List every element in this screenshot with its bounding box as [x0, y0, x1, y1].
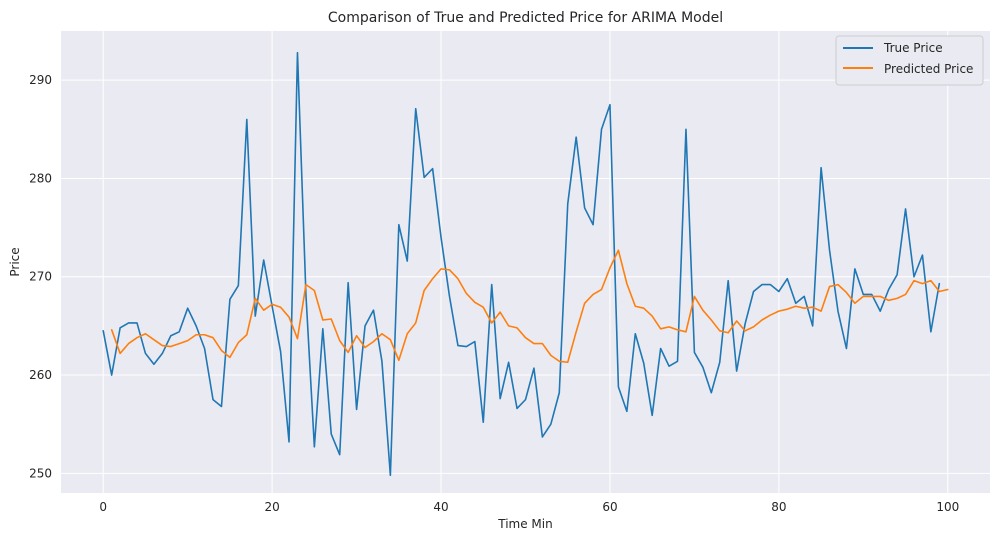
x-axis-ticks: 0 20 40 60 80 100 — [99, 500, 959, 514]
x-tick-label: 20 — [264, 500, 279, 514]
legend-label-true-price: True Price — [883, 41, 943, 55]
series-line-predicted-price — [110, 249, 949, 364]
legend: True Price Predicted Price — [835, 35, 984, 86]
y-axis-label: Price — [8, 247, 22, 276]
chart-title: Comparison of True and Predicted Price f… — [328, 10, 723, 26]
x-tick-label: 60 — [602, 500, 617, 514]
y-tick-label: 280 — [29, 171, 52, 185]
x-tick-label: 80 — [771, 500, 786, 514]
grid — [61, 31, 990, 493]
y-tick-label: 270 — [29, 270, 52, 284]
x-tick-label: 40 — [433, 500, 448, 514]
y-axis-ticks: 250 260 270 280 290 — [29, 73, 52, 480]
y-tick-label: 290 — [29, 73, 52, 87]
series-layer — [102, 51, 949, 477]
x-axis-label: Time Min — [497, 517, 552, 531]
y-tick-label: 260 — [29, 368, 52, 382]
plot-area — [61, 31, 990, 493]
y-tick-label: 250 — [29, 466, 52, 480]
legend-label-predicted-price: Predicted Price — [884, 62, 973, 76]
series-line-true-price — [102, 51, 941, 477]
x-tick-label: 0 — [99, 500, 107, 514]
x-tick-label: 100 — [936, 500, 959, 514]
